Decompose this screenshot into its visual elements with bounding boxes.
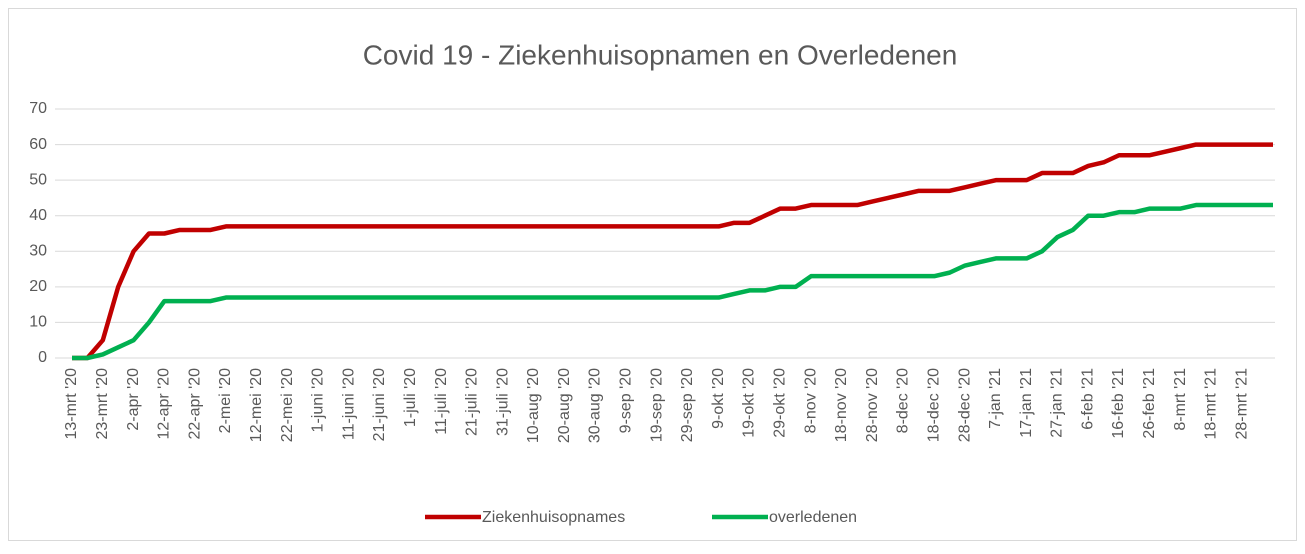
x-tick-label: 20-aug '20 (556, 368, 573, 443)
x-tick-label: 22-apr '20 (186, 368, 203, 440)
x-tick-label: 21-juli '20 (464, 368, 481, 436)
y-tick-label: 0 (38, 349, 47, 366)
x-tick-label: 8-dec '20 (895, 368, 912, 433)
legend-label: Ziekenhuisopnames (482, 509, 625, 526)
x-tick-label: 23-mrt '20 (94, 368, 111, 440)
x-tick-label: 18-mrt '21 (1203, 368, 1220, 440)
x-tick-label: 19-sep '20 (648, 368, 665, 442)
x-tick-label: 22-mei '20 (279, 368, 296, 442)
x-tick-label: 18-nov '20 (833, 368, 850, 442)
y-tick-label: 50 (29, 171, 47, 188)
x-tick-label: 2-apr '20 (125, 368, 142, 431)
y-tick-label: 60 (29, 136, 47, 153)
chart-title: Covid 19 - Ziekenhuisopnamen en Overlede… (363, 39, 958, 70)
chart-frame (8, 8, 1297, 541)
x-tick-label: 10-aug '20 (525, 368, 542, 443)
x-tick-label: 8-mrt '21 (1172, 368, 1189, 431)
x-tick-label: 17-jan '21 (1018, 368, 1035, 438)
x-tick-label: 12-apr '20 (156, 368, 173, 440)
x-tick-label: 29-sep '20 (679, 368, 696, 442)
series-line (72, 202, 1273, 361)
x-tick-label: 28-mrt '21 (1233, 368, 1250, 440)
y-tick-label: 30 (29, 243, 47, 260)
x-tick-label: 13-mrt '20 (63, 368, 80, 440)
series-line (72, 142, 1273, 361)
x-tick-label: 1-juni '20 (310, 368, 327, 433)
x-tick-label: 21-juni '20 (371, 368, 388, 441)
x-tick-label: 11-juni '20 (340, 368, 357, 440)
x-tick-label: 8-nov '20 (802, 368, 819, 433)
legend-label: overledenen (769, 509, 857, 526)
x-tick-label: 16-feb '21 (1110, 368, 1127, 439)
x-tick-label: 9-sep '20 (618, 368, 635, 433)
x-tick-label: 9-okt '20 (710, 368, 727, 429)
y-tick-label: 70 (29, 100, 47, 117)
x-tick-label: 2-mei '20 (217, 368, 234, 433)
x-tick-label: 1-juli '20 (402, 368, 419, 427)
x-tick-label: 29-okt '20 (772, 368, 789, 438)
x-tick-label: 28-dec '20 (956, 368, 973, 442)
x-tick-label: 12-mei '20 (248, 368, 265, 442)
x-tick-label: 11-juli '20 (433, 368, 450, 435)
x-tick-label: 27-jan '21 (1049, 368, 1066, 438)
y-tick-label: 10 (29, 314, 47, 331)
x-tick-label: 30-aug '20 (587, 368, 604, 443)
x-tick-label: 19-okt '20 (741, 368, 758, 438)
y-tick-label: 20 (29, 278, 47, 295)
x-tick-label: 28-nov '20 (864, 368, 881, 442)
y-tick-label: 40 (29, 207, 47, 224)
x-tick-label: 6-feb '21 (1079, 368, 1096, 430)
x-tick-label: 18-dec '20 (925, 368, 942, 442)
x-tick-label: 26-feb '21 (1141, 368, 1158, 439)
x-tick-label: 31-juli '20 (494, 368, 511, 436)
x-tick-label: 7-jan '21 (987, 368, 1004, 429)
